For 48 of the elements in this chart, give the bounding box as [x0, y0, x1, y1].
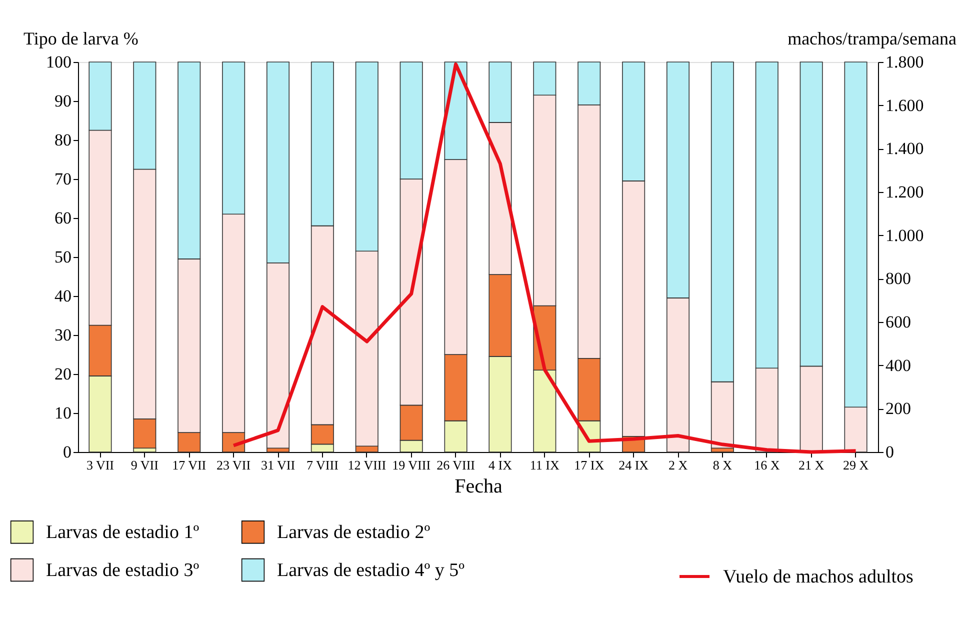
y-tick-label: 70 [54, 170, 72, 188]
x-tick-label: 31 VII [260, 458, 296, 472]
x-tick-label: 23 VII [216, 458, 251, 472]
y2-tick-label: 200 [886, 399, 911, 418]
x-tick-label: 17 VII [172, 458, 206, 472]
legend-label: Vuelo de machos adultos [723, 566, 914, 588]
x-tick-label: 24 IX [618, 458, 650, 472]
y2-tick-label: 400 [886, 356, 911, 375]
y-tick-label: 10 [54, 404, 72, 422]
x-tick-label: 8 X [712, 458, 733, 472]
y-tick-label: 40 [54, 286, 72, 306]
legend-label: Larvas de estadio 1º [46, 522, 200, 544]
x-tick-label: 26 VIII [436, 458, 475, 472]
x-tick-label: 17 IX [574, 458, 605, 472]
x-tick-label: 19 VIII [392, 458, 431, 472]
x-tick-label: 3 VII [86, 458, 114, 472]
y-axis-title: Tipo de larva % [24, 28, 138, 48]
y2-tick-label: 1.400 [886, 139, 924, 158]
x-tick-label: 12 VIII [348, 458, 386, 472]
x-tick-label: 7 VIII [306, 458, 338, 472]
y2-tick-label: 1.800 [886, 52, 924, 72]
x-tick-label: 21 X [798, 458, 825, 472]
y2-tick-label: 600 [886, 312, 911, 332]
y-tick-label: 30 [54, 326, 72, 344]
y-tick-label: 50 [54, 248, 72, 266]
x-tick-label: 4 IX [488, 458, 513, 472]
legend-label: Larvas de estadio 3º [46, 560, 200, 581]
x-tick-label: 29 X [842, 458, 870, 472]
y2-tick-label: 1.200 [886, 182, 924, 202]
line-series [232, 62, 858, 454]
y2-axis-title: machos/trampa/semana [788, 28, 957, 48]
y2-tick-label: 1.600 [886, 96, 924, 115]
y2-tick-label: 800 [886, 269, 911, 288]
legend-label: Larvas de estadio 2º [277, 522, 430, 544]
y-tick-label: 60 [54, 208, 72, 228]
x-tick-label: 9 VII [130, 458, 158, 472]
x-tick-label: 16 X [754, 458, 780, 472]
x-tick-label: 11 IX [530, 458, 560, 472]
x-tick-label: 2 X [668, 458, 688, 472]
y-tick-label: 0 [63, 442, 72, 462]
y-tick-label: 80 [54, 130, 72, 150]
y-tick-label: 90 [54, 92, 72, 110]
y-tick-label: 20 [54, 364, 72, 384]
y2-tick-label: 1.000 [886, 226, 924, 245]
y-tick-label: 100 [46, 52, 72, 72]
y2-tick-label: 0 [886, 442, 894, 462]
legend-label: Larvas de estadio 4º y 5º [277, 560, 465, 581]
x-axis-title: Fecha [454, 476, 502, 498]
